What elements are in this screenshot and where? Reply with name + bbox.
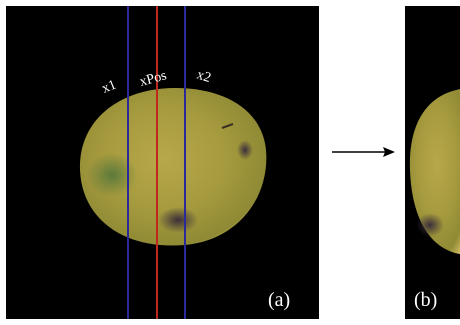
arrow xyxy=(332,147,395,157)
panel-a: x1 xPos x2 (a) xyxy=(6,6,319,319)
panel-label: (a) xyxy=(268,289,290,311)
figure: x1 xPos x2 (a) (b) xyxy=(0,0,460,325)
mango-spot xyxy=(87,153,137,197)
mango-spot xyxy=(416,213,444,237)
mango-spot xyxy=(158,207,198,233)
page: x1 xPos x2 (a) (b) (() => { const data =… xyxy=(0,0,460,325)
mango-spot xyxy=(237,140,253,160)
panel-label: (b) xyxy=(414,289,437,311)
panel-b: (b) xyxy=(405,6,460,319)
